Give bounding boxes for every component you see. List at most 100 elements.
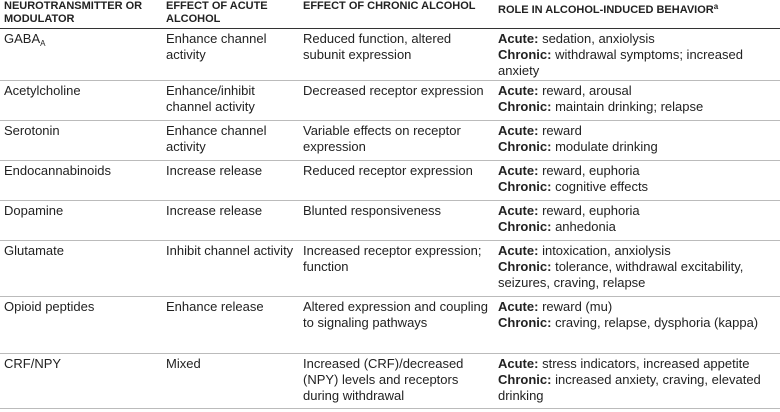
role-text: sedation, anxiolysis [542, 31, 655, 46]
table-row: Acetylcholine Enhance/inhibit channel act… [0, 81, 780, 121]
role-text: stress indicators, increased appetite [542, 356, 750, 371]
chronic-effect: Increased receptor expression; function [303, 243, 482, 274]
chronic-effect: Variable effects on receptor expression [303, 123, 461, 154]
acute-effect: Enhance release [166, 299, 264, 314]
chronic-effect: Reduced function, altered subunit expres… [303, 31, 452, 62]
acute-effect-cell: Increase release [162, 161, 299, 201]
role-cell: Acute: sedation, anxiolysis Chronic: with… [494, 29, 780, 81]
acute-effect-cell: Enhance channel activity [162, 29, 299, 81]
acute-effect: Enhance/inhibit channel activity [166, 83, 255, 114]
modulator-cell: Serotonin [0, 121, 162, 161]
chronic-effect-cell: Reduced receptor expression [299, 161, 494, 201]
column-header: NEUROTRANSMITTER OR MODULATOR [0, 0, 162, 29]
table-row: Serotonin Enhance channel activity Variabl… [0, 121, 780, 161]
modulator-name: Dopamine [4, 203, 64, 218]
acute-effect: Inhibit channel activity [166, 243, 294, 258]
table-row: CRF/NPY Mixed Increased (CRF)/decreased (N… [0, 354, 780, 409]
role-text: reward (mu) [542, 299, 613, 314]
modulator-cell: Acetylcholine [0, 81, 162, 121]
role-line: Chronic: increased anxiety, craving, ele… [498, 372, 776, 404]
role-line: Chronic: cognitive effects [498, 179, 776, 195]
role-label: Acute: [498, 299, 539, 314]
role-cell: Acute: reward, euphoria Chronic: anhedoni… [494, 201, 780, 241]
role-label: Acute: [498, 203, 539, 218]
table-head: NEUROTRANSMITTER OR MODULATOR EFFECT OF A… [0, 0, 780, 29]
role-label: Chronic: [498, 315, 552, 330]
header-text: NEUROTRANSMITTER OR MODULATOR [4, 0, 143, 25]
role-label: Chronic: [498, 219, 552, 234]
chronic-effect-cell: Increased (CRF)/decreased (NPY) levels a… [299, 354, 494, 409]
chronic-effect-cell: Decreased receptor expression [299, 81, 494, 121]
modulator-cell: Opioid peptides [0, 297, 162, 354]
role-text: craving, relapse, dysphoria (kappa) [555, 315, 759, 330]
role-label: Chronic: [498, 99, 552, 114]
column-header: EFFECT OF CHRONIC ALCOHOL [299, 0, 494, 29]
role-line: Acute: intoxication, anxiolysis [498, 243, 776, 259]
modulator-cell: CRF/NPY [0, 354, 162, 409]
role-label: Chronic: [498, 259, 552, 274]
role-label: Acute: [498, 356, 539, 371]
role-line: Chronic: anhedonia [498, 219, 776, 235]
role-cell: Acute: stress indicators, increased appe… [494, 354, 780, 409]
role-line: Acute: sedation, anxiolysis [498, 31, 776, 47]
acute-effect-cell: Mixed [162, 354, 299, 409]
header-note: a [713, 2, 719, 11]
modulator-name: GABA [4, 31, 41, 46]
role-line: Acute: stress indicators, increased appe… [498, 356, 776, 372]
table-body: GABAA Enhance channel activity Reduced fun… [0, 29, 780, 409]
acute-effect: Enhance channel activity [166, 123, 267, 154]
role-text: anhedonia [555, 219, 616, 234]
role-line: Acute: reward, euphoria [498, 163, 776, 179]
role-text: modulate drinking [555, 139, 658, 154]
role-text: reward, euphoria [542, 163, 640, 178]
role-label: Acute: [498, 31, 539, 46]
role-cell: Acute: reward, euphoria Chronic: cognitiv… [494, 161, 780, 201]
modulator-cell: Glutamate [0, 241, 162, 297]
chronic-effect: Reduced receptor expression [303, 163, 473, 178]
chronic-effect: Decreased receptor expression [303, 83, 484, 98]
role-cell: Acute: intoxication, anxiolysis Chronic: … [494, 241, 780, 297]
role-line: Acute: reward, euphoria [498, 203, 776, 219]
chronic-effect-cell: Increased receptor expression; function [299, 241, 494, 297]
role-cell: Acute: reward Chronic: modulate drinking [494, 121, 780, 161]
role-text: maintain drinking; relapse [555, 99, 704, 114]
role-label: Chronic: [498, 139, 552, 154]
modulator-name: Acetylcholine [4, 83, 81, 98]
acute-effect-cell: Inhibit channel activity [162, 241, 299, 297]
table-row: Dopamine Increase release Blunted responsi… [0, 201, 780, 241]
acute-effect-cell: Enhance release [162, 297, 299, 354]
role-line: Acute: reward [498, 123, 776, 139]
role-text: reward, euphoria [542, 203, 640, 218]
role-cell: Acute: reward, arousal Chronic: maintain … [494, 81, 780, 121]
chronic-effect-cell: Reduced function, altered subunit expres… [299, 29, 494, 81]
role-label: Acute: [498, 83, 539, 98]
role-text: tolerance, withdrawal excitability, seiz… [498, 259, 744, 290]
column-header: EFFECT OF ACUTE ALCOHOL [162, 0, 299, 29]
role-text: increased anxiety, craving, elevated dri… [498, 372, 761, 403]
role-line: Acute: reward (mu) [498, 299, 776, 315]
role-text: withdrawal symptoms; increased anxiety [498, 47, 743, 78]
acute-effect: Increase release [166, 163, 263, 178]
acute-effect: Increase release [166, 203, 263, 218]
role-line: Chronic: craving, relapse, dysphoria (ka… [498, 315, 776, 331]
modulator-name: Endocannabinoids [4, 163, 111, 178]
table-row: GABAA Enhance channel activity Reduced fun… [0, 29, 780, 81]
table-row: Glutamate Inhibit channel activity Increas… [0, 241, 780, 297]
role-text: reward [542, 123, 582, 138]
role-label: Acute: [498, 163, 539, 178]
chronic-effect-cell: Variable effects on receptor expression [299, 121, 494, 161]
role-line: Chronic: withdrawal symptoms; increased … [498, 47, 776, 79]
acute-effect-cell: Increase release [162, 201, 299, 241]
role-line: Chronic: maintain drinking; relapse [498, 99, 776, 115]
modulator-name: Opioid peptides [4, 299, 95, 314]
table-row: Opioid peptides Enhance release Altered ex… [0, 297, 780, 354]
modulator-cell: Dopamine [0, 201, 162, 241]
role-line: Chronic: modulate drinking [498, 139, 776, 155]
chronic-effect: Increased (CRF)/decreased (NPY) levels a… [303, 356, 464, 403]
modulator-name: Glutamate [4, 243, 64, 258]
chronic-effect-cell: Altered expression and coupling to signa… [299, 297, 494, 354]
modulator-cell: Endocannabinoids [0, 161, 162, 201]
role-text: reward, arousal [542, 83, 632, 98]
